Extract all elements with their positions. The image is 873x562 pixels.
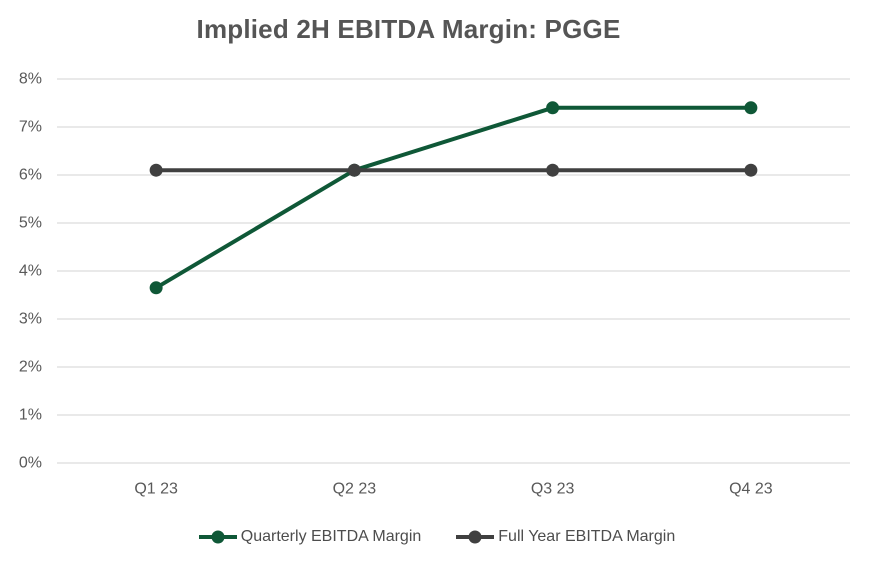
y-axis-tick-label: 2% [19,359,42,376]
legend-line-marker-icon [198,530,237,544]
y-axis-tick-label: 8% [19,71,42,88]
y-axis-tick-label: 0% [19,455,42,472]
data-point-marker-1 [347,163,361,177]
legend-label: Full Year EBITDA Margin [498,528,676,545]
x-axis-tick-label: Q1 23 [134,481,178,498]
chart-legend: Quarterly EBITDA Margin Full Year EBITDA … [0,528,873,546]
x-axis-tick-label: Q2 23 [333,481,377,498]
y-axis-tick-label: 7% [19,119,42,136]
y-axis-tick-label: 3% [19,311,42,328]
series-line-0 [154,105,753,290]
y-axis-tick-label: 5% [19,215,42,232]
legend-line-marker-icon [456,530,495,544]
legend-item-1: Full Year EBITDA Margin [455,528,675,546]
y-axis-tick-label: 6% [19,167,42,184]
y-axis-tick-label: 1% [19,407,42,424]
legend-item-0: Quarterly EBITDA Margin [198,528,422,546]
data-point-marker-0 [149,281,163,295]
data-point-marker-1 [546,163,560,177]
y-axis-tick-label: 4% [19,263,42,280]
data-point-marker-0 [744,101,758,115]
chart-title: Implied 2H EBITDA Margin: PGGE [196,14,621,44]
legend-label: Quarterly EBITDA Margin [240,528,422,545]
x-axis-tick-label: Q4 23 [729,481,773,498]
data-point-marker-1 [149,163,163,177]
data-point-marker-0 [546,101,560,115]
x-axis-tick-label: Q3 23 [531,481,575,498]
data-point-marker-1 [744,163,758,177]
